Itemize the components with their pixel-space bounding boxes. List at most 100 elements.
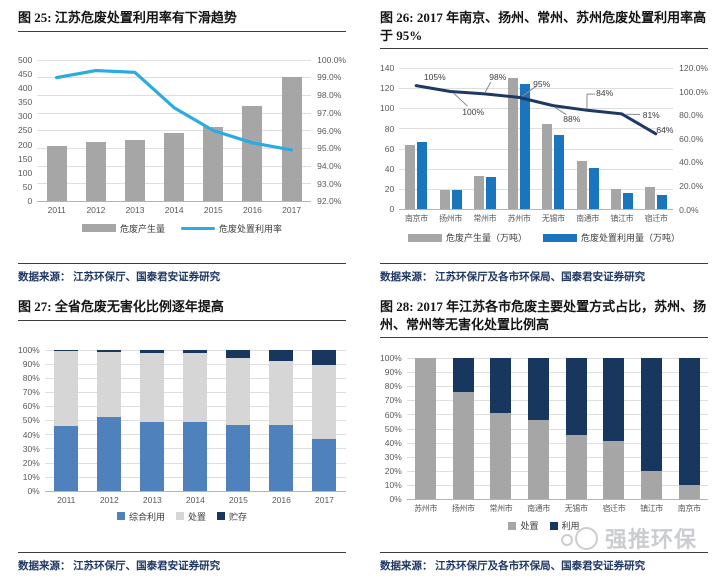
legend-swatch <box>81 224 116 233</box>
x-tick-label: 无锡市 <box>564 504 588 514</box>
bar <box>508 78 519 210</box>
y-tick-label: 100.0% <box>317 54 346 65</box>
annotation-leader <box>485 82 490 92</box>
bar-segment <box>226 349 251 358</box>
legend-item: 处置 <box>508 519 539 532</box>
y-tick-label: 100 <box>380 103 395 114</box>
plot-region <box>44 349 346 492</box>
annotation-leader <box>555 108 566 115</box>
y-tick-label: 0 <box>27 196 33 207</box>
y-tick-label: 60 <box>384 143 395 154</box>
y-tick-label: 80 <box>384 123 395 134</box>
x-tick-label: 镇江市 <box>610 214 634 224</box>
y-tick-label: 100% <box>380 353 402 364</box>
bar-group <box>45 349 88 491</box>
bar-segment <box>183 422 208 491</box>
y-tick-label: 450 <box>18 68 33 79</box>
legend-label: 处置 <box>187 511 206 522</box>
bar-segment <box>269 424 294 491</box>
legend-label: 利用 <box>561 521 580 532</box>
bar-group <box>194 60 233 201</box>
bar <box>281 76 302 201</box>
grid-line <box>406 442 708 444</box>
line-series <box>57 70 292 149</box>
annotation-leader <box>522 86 536 96</box>
grid-line <box>37 130 312 132</box>
x-tick-label: 2016 <box>271 494 291 505</box>
grid-line <box>37 112 312 114</box>
chart-plot-area: 500 450 400 350 300 250 200 150 100 50 0 100.0% 99.0… <box>18 56 346 215</box>
bar-segment <box>312 438 337 491</box>
y-tick-label: 60.0% <box>679 133 704 144</box>
bar-segment <box>415 358 437 500</box>
x-tick-label: 宿迁市 <box>644 214 668 224</box>
bar-group <box>444 358 482 500</box>
y-tick-label: 50% <box>384 423 402 434</box>
grid-line <box>399 148 674 150</box>
bar <box>576 160 587 210</box>
x-tick-label: 苏州市 <box>414 504 437 514</box>
grid-line <box>399 108 674 110</box>
grid-line <box>406 414 708 416</box>
plot-region <box>406 358 708 501</box>
legend-swatch <box>508 521 517 530</box>
annotation-label: 64% <box>656 125 674 136</box>
bar-segment <box>452 358 474 392</box>
annotation-label: 98% <box>489 71 507 82</box>
bar-group <box>482 358 520 500</box>
annotation-leader <box>454 93 468 106</box>
x-tick-label: 2017 <box>282 204 302 215</box>
bar-group <box>115 60 154 201</box>
bar-group <box>399 68 433 210</box>
bar-group <box>217 349 260 491</box>
y-tick-label: 100.0% <box>679 86 708 97</box>
bar-segment <box>565 358 587 435</box>
y-tick-label: 0% <box>389 494 402 505</box>
y-tick-label: 60% <box>384 409 402 420</box>
y-tick-label: 10% <box>22 472 40 483</box>
bar-segment <box>97 416 122 491</box>
line-series <box>416 86 656 134</box>
y-tick-label: 80.0% <box>679 110 704 121</box>
x-axis-labels: 南京市 扬州市 常州市 苏州市 无锡市 南通市 镇江市 宿迁市 <box>399 213 673 224</box>
bar-groups <box>45 349 346 491</box>
y-tick-label: 80% <box>22 373 40 384</box>
legend-item: 综合利用 <box>116 510 165 523</box>
plot-region: 105% 100% 98% 95% 88% 84% 81% 64% <box>399 68 674 211</box>
bar-group <box>520 358 558 500</box>
y-tick-label: 94.0% <box>317 160 342 171</box>
bar-segment <box>678 358 700 485</box>
bar-group <box>155 60 194 201</box>
legend-item: 危废处置利用量（万吨） <box>543 231 680 244</box>
figure-26-chart: 140 120 100 80 60 40 20 0 105% 100% 98% 95% 88% 84% 81… <box>380 49 708 263</box>
y-tick-label: 90% <box>384 367 402 378</box>
line-overlay <box>399 68 673 209</box>
bar-group <box>605 68 639 210</box>
bar-segment <box>140 352 165 422</box>
x-tick-label: 2011 <box>57 494 76 505</box>
bar-segment <box>312 364 337 439</box>
chart: 100% 90% 80% 70% 60% 50% 40% 30% 20% 10% 0% 苏州市 扬州市 常… <box>380 354 708 532</box>
x-tick-label: 2016 <box>243 204 262 215</box>
bar-group <box>639 68 673 210</box>
bar-group <box>407 358 445 500</box>
y-tick-label: 120 <box>380 83 395 94</box>
x-tick-label: 南通市 <box>576 214 599 224</box>
bar-segment <box>641 470 663 500</box>
grid-line <box>399 128 674 130</box>
bar-group <box>88 349 131 491</box>
y-tick-label: 400 <box>18 83 33 94</box>
bar-group <box>174 349 217 491</box>
y-tick-label: 140 <box>380 63 395 74</box>
y-tick-label: 98.0% <box>317 90 342 101</box>
legend-swatch <box>181 226 215 230</box>
bar-segment <box>603 441 625 500</box>
figure-25-chart: 500 450 400 350 300 250 200 150 100 50 0 100.0% 99.0… <box>18 32 346 263</box>
x-tick-label: 2013 <box>125 204 145 215</box>
grid-line <box>406 470 708 472</box>
y-tick-label: 0.0% <box>679 204 699 215</box>
y-tick-label: 350 <box>18 97 33 108</box>
y-tick-label: 10% <box>384 480 402 491</box>
annotation-label: 95% <box>533 78 551 89</box>
bar <box>439 189 450 210</box>
